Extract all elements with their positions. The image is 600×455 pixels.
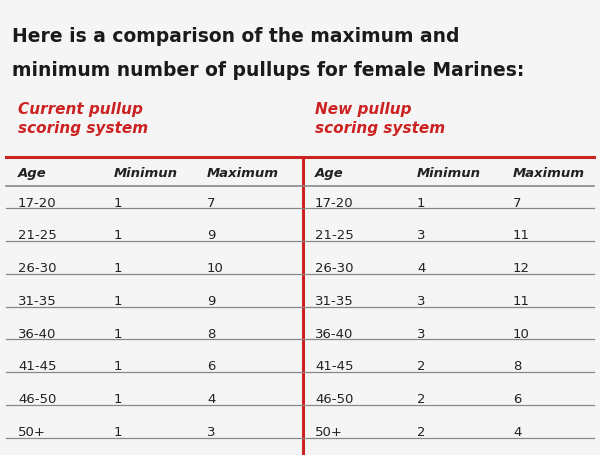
Text: 1: 1 [114,262,122,275]
Text: Minimun: Minimun [114,167,178,181]
Text: 4: 4 [513,426,521,439]
Text: 46-50: 46-50 [315,393,353,406]
Text: Here is a comparison of the maximum and: Here is a comparison of the maximum and [12,27,460,46]
Text: 31-35: 31-35 [18,295,57,308]
Text: 3: 3 [417,229,425,243]
Text: 26-30: 26-30 [18,262,56,275]
Text: 6: 6 [513,393,521,406]
Text: 2: 2 [417,426,425,439]
Text: Age: Age [315,167,344,181]
Text: 9: 9 [207,229,215,243]
Text: Maximum: Maximum [207,167,279,181]
Text: 11: 11 [513,229,530,243]
Text: 21-25: 21-25 [18,229,57,243]
Text: 4: 4 [417,262,425,275]
Text: 1: 1 [114,426,122,439]
Text: 3: 3 [417,328,425,341]
Text: 7: 7 [513,197,521,210]
Text: 2: 2 [417,393,425,406]
Text: 8: 8 [207,328,215,341]
Text: 31-35: 31-35 [315,295,354,308]
Text: 4: 4 [207,393,215,406]
Text: New pullup
scoring system: New pullup scoring system [315,102,445,136]
Text: 3: 3 [417,295,425,308]
Text: 10: 10 [207,262,224,275]
Text: 36-40: 36-40 [18,328,56,341]
Text: Maximum: Maximum [513,167,585,181]
Text: 1: 1 [114,360,122,374]
Text: 1: 1 [114,197,122,210]
Text: Current pullup
scoring system: Current pullup scoring system [18,102,148,136]
Text: 50+: 50+ [315,426,343,439]
Text: 12: 12 [513,262,530,275]
Text: 50+: 50+ [18,426,46,439]
Text: 1: 1 [417,197,425,210]
Text: 21-25: 21-25 [315,229,354,243]
Text: 41-45: 41-45 [18,360,56,374]
Text: 41-45: 41-45 [315,360,353,374]
Text: 8: 8 [513,360,521,374]
Text: 1: 1 [114,393,122,406]
Text: 7: 7 [207,197,215,210]
Text: 46-50: 46-50 [18,393,56,406]
Text: 17-20: 17-20 [18,197,56,210]
Text: 1: 1 [114,295,122,308]
Text: 17-20: 17-20 [315,197,353,210]
Text: 1: 1 [114,229,122,243]
Text: 9: 9 [207,295,215,308]
Text: 11: 11 [513,295,530,308]
Text: Minimun: Minimun [417,167,481,181]
Text: 2: 2 [417,360,425,374]
Text: minimum number of pullups for female Marines:: minimum number of pullups for female Mar… [12,61,524,81]
Text: 1: 1 [114,328,122,341]
Text: 3: 3 [207,426,215,439]
Text: Age: Age [18,167,47,181]
Text: 26-30: 26-30 [315,262,353,275]
Text: 6: 6 [207,360,215,374]
Text: 10: 10 [513,328,530,341]
Text: 36-40: 36-40 [315,328,353,341]
